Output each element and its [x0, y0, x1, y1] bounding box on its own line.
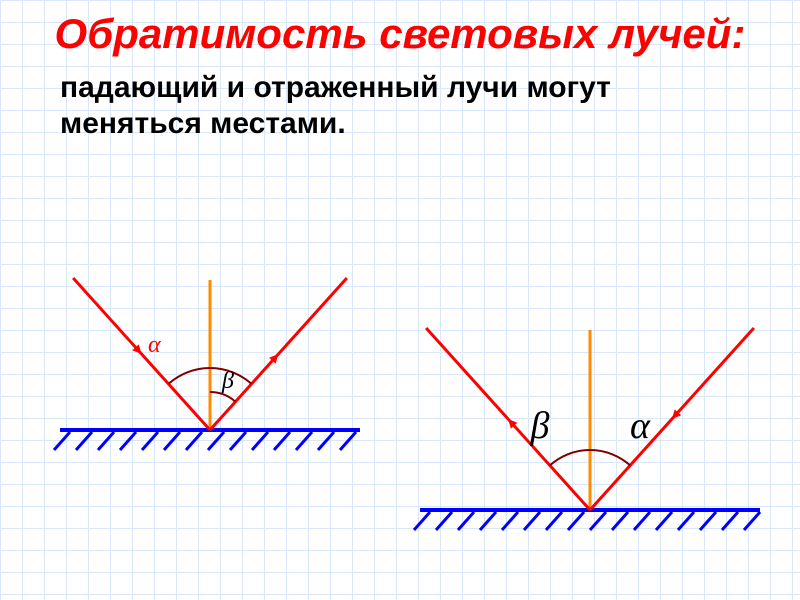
surface-hatch	[54, 432, 356, 450]
beta-label: β	[530, 405, 550, 447]
beta-label: β	[221, 368, 234, 394]
page-title: Обратимость световых лучей:	[0, 0, 800, 58]
surface-hatch	[414, 512, 760, 530]
reflection-diagram-right: βα	[400, 320, 780, 550]
reflection-diagram-left: αβ	[40, 270, 380, 470]
page-root: Обратимость световых лучей: падающий и о…	[0, 0, 800, 600]
page-subtitle: падающий и отраженный лучи могут менятьс…	[0, 58, 800, 142]
alpha-label: α	[630, 405, 651, 447]
alpha-label: α	[148, 332, 161, 358]
ray-right	[210, 278, 347, 430]
